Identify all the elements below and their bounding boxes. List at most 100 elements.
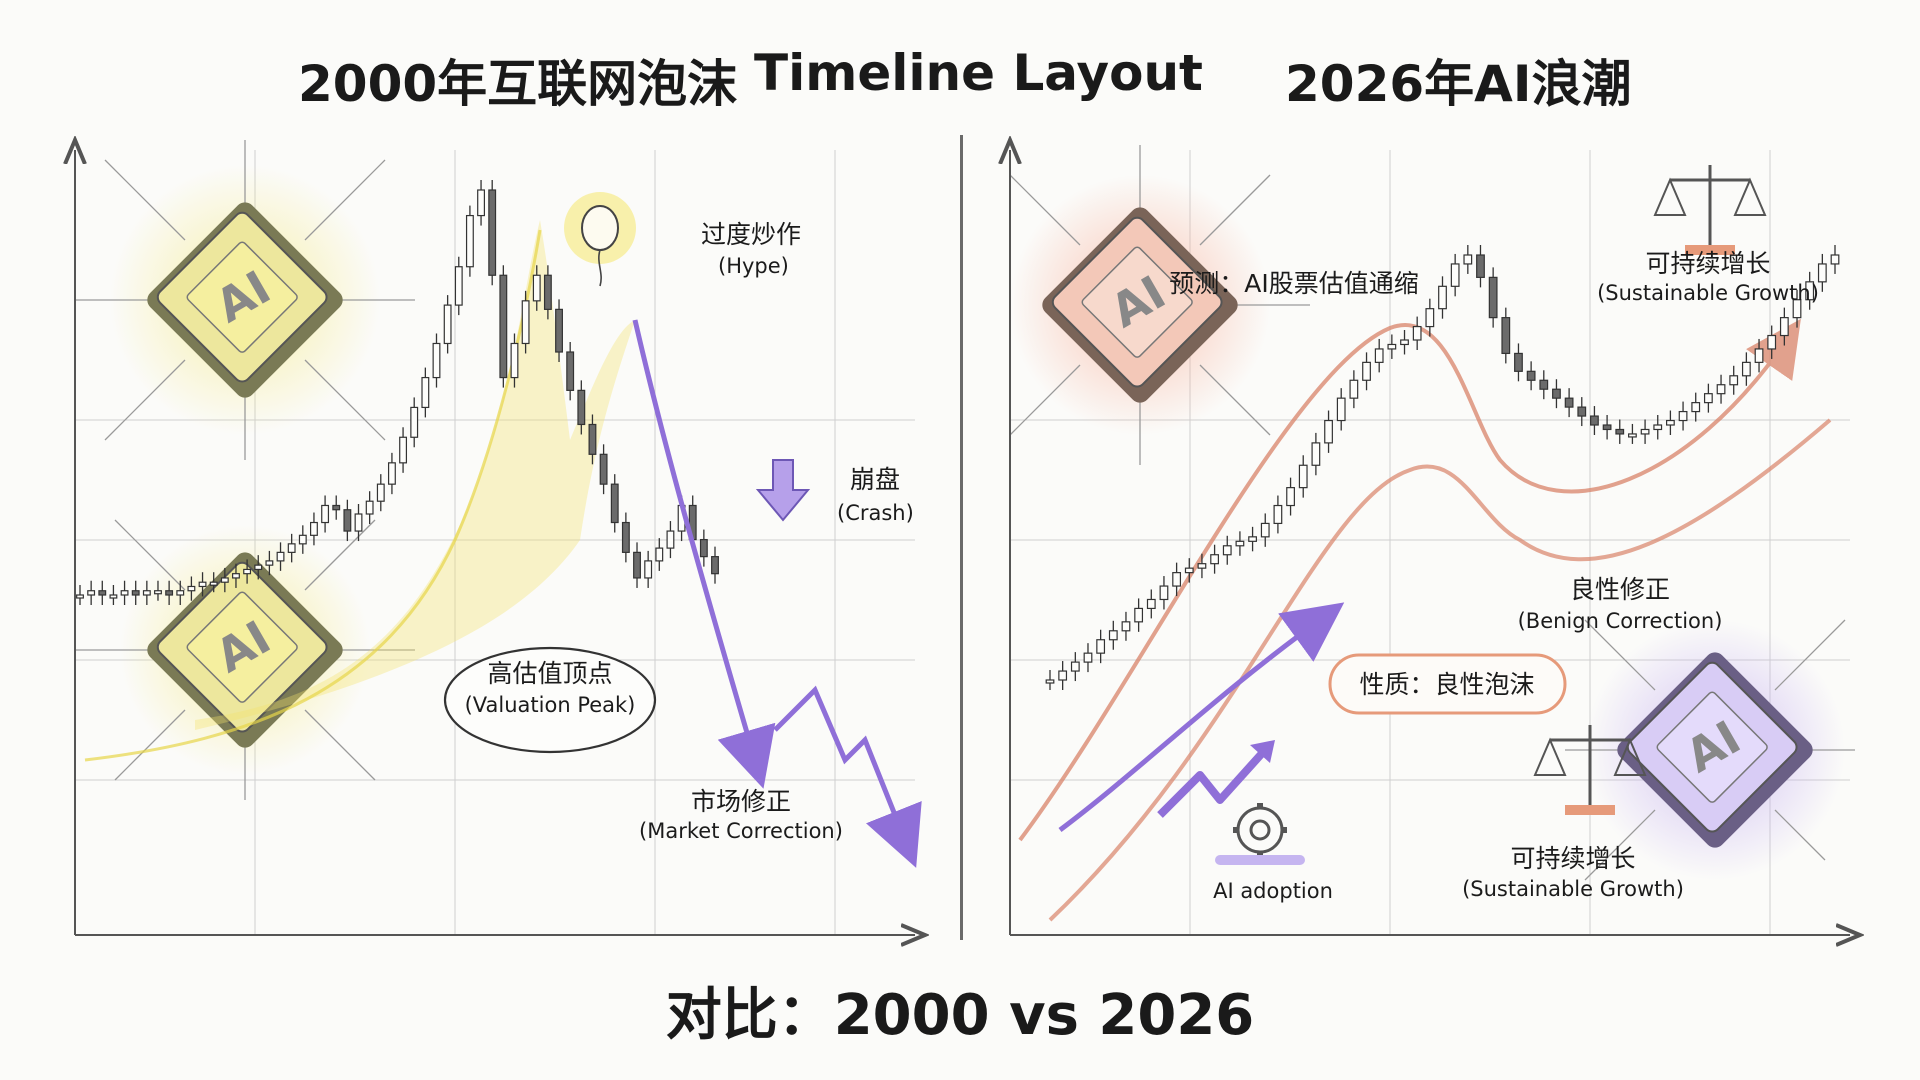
- ai-chip-icon: AI: [75, 140, 415, 460]
- comparison-title: 对比：2000 vs 2026: [665, 983, 1255, 1048]
- right-candle: [1045, 679, 1055, 684]
- ai-chip-icon: AI: [75, 519, 415, 800]
- left-candle: [176, 590, 185, 596]
- forecast-label: 预测：AI股票估值通缩: [1169, 269, 1418, 298]
- left-candle: [365, 500, 374, 515]
- left-candle: [232, 573, 240, 579]
- adoption-trend-arrow: [1058, 602, 1345, 832]
- ai-wave-chart: AI AI AI adoption: [990, 120, 1870, 960]
- peak-label-en: (Valuation Peak): [465, 693, 636, 717]
- right-candle: [1615, 428, 1625, 435]
- left-candle: [332, 504, 341, 511]
- correction-zigzag-arrow: [773, 685, 922, 868]
- crash-label-en: (Crash): [837, 501, 914, 525]
- correction-label-zh: 市场修正: [691, 787, 791, 816]
- right-candle: [1691, 402, 1701, 413]
- hype-label-en: (Hype): [718, 254, 789, 278]
- right-candle: [1741, 361, 1751, 377]
- right-candle: [1564, 397, 1574, 408]
- right-candle: [1805, 281, 1815, 301]
- left-candle: [610, 483, 619, 524]
- left-candle: [209, 581, 218, 586]
- left-candle: [276, 551, 285, 562]
- left-candle: [376, 483, 385, 502]
- right-candle: [1577, 406, 1587, 417]
- right-candle: [1336, 397, 1346, 422]
- left-candle: [131, 590, 140, 596]
- right-candle: [1058, 670, 1068, 681]
- right-candle: [1526, 370, 1536, 381]
- right-candle: [1640, 428, 1650, 435]
- right-candle: [1817, 263, 1827, 283]
- right-chart-title: 2026年AI浪潮: [1285, 55, 1632, 113]
- left-candle: [243, 568, 252, 575]
- left-candle: [510, 342, 519, 379]
- left-candle: [187, 585, 196, 592]
- adoption-growth-icon: [1157, 740, 1305, 865]
- left-candle: [577, 389, 586, 426]
- right-candle: [1324, 419, 1333, 444]
- right-candle: [1146, 598, 1156, 610]
- right-candle: [1248, 536, 1257, 542]
- right-candles: [1045, 245, 1840, 690]
- right-candle: [1729, 375, 1739, 386]
- right-candle: [1260, 522, 1270, 538]
- right-candle: [1602, 424, 1612, 431]
- left-candle: [454, 266, 463, 306]
- sustain-top-label-en: (Sustainable Growth): [1597, 281, 1819, 305]
- right-candle: [1628, 433, 1637, 438]
- left-candle: [198, 581, 207, 588]
- right-candle: [1703, 393, 1713, 404]
- left-candle: [621, 521, 630, 553]
- correction-label-en: (Market Correction): [639, 819, 843, 843]
- left-candle: [142, 590, 151, 596]
- left-candle: [699, 538, 708, 558]
- left-candle: [265, 560, 274, 566]
- ai-chip-icon: AI: [1565, 619, 1855, 881]
- left-chart-title: 2000年互联网泡沫: [298, 55, 738, 113]
- right-candle: [1590, 415, 1599, 426]
- right-candle: [1210, 554, 1219, 565]
- left-candle: [499, 274, 508, 379]
- right-candle: [1235, 540, 1245, 547]
- left-candle: [521, 300, 530, 345]
- left-candle: [477, 189, 485, 217]
- right-candle: [1349, 379, 1359, 399]
- right-candle: [1222, 545, 1232, 556]
- right-candle: [1121, 621, 1131, 632]
- right-candle: [1716, 384, 1726, 395]
- valuation-peak-callout: [443, 646, 657, 754]
- left-candles: [76, 180, 719, 605]
- sustain-top-label-zh: 可持续增长: [1645, 249, 1770, 278]
- dotcom-bubble-chart: AI AI 过度炒作 (Hype) 崩盘 (Crash) 高估值顶点 (Valu…: [55, 120, 935, 960]
- left-candle: [599, 453, 608, 485]
- right-candle: [1298, 464, 1308, 489]
- balance-scale-icon: [1653, 165, 1767, 255]
- left-candle: [532, 274, 541, 302]
- left-candle: [633, 551, 641, 579]
- crash-down-arrow-icon: [755, 459, 811, 522]
- right-candle: [1197, 563, 1207, 569]
- right-candle: [1083, 652, 1093, 663]
- right-candle: [1779, 317, 1789, 337]
- right-candle: [1387, 343, 1397, 350]
- balloon-icon: [564, 192, 636, 287]
- left-candle: [655, 547, 664, 562]
- left-candle: [387, 462, 396, 485]
- left-candle: [421, 376, 430, 409]
- benign-label-en: (Benign Correction): [1518, 609, 1723, 633]
- left-candle: [98, 590, 107, 596]
- right-candle: [1438, 285, 1447, 310]
- left-candle: [644, 560, 653, 579]
- right-candle: [1488, 276, 1498, 319]
- left-candle: [165, 590, 174, 596]
- right-candle: [1425, 308, 1435, 328]
- right-candle: [1514, 352, 1523, 372]
- right-candle: [1159, 585, 1169, 601]
- ai-chip-icon: AI: [1009, 145, 1310, 465]
- right-candle: [1412, 325, 1422, 341]
- benign-label-zh: 良性修正: [1570, 575, 1670, 604]
- right-candle: [1653, 424, 1663, 431]
- right-candle: [1362, 361, 1371, 381]
- sustain-bottom-label-zh: 可持续增长: [1510, 844, 1635, 873]
